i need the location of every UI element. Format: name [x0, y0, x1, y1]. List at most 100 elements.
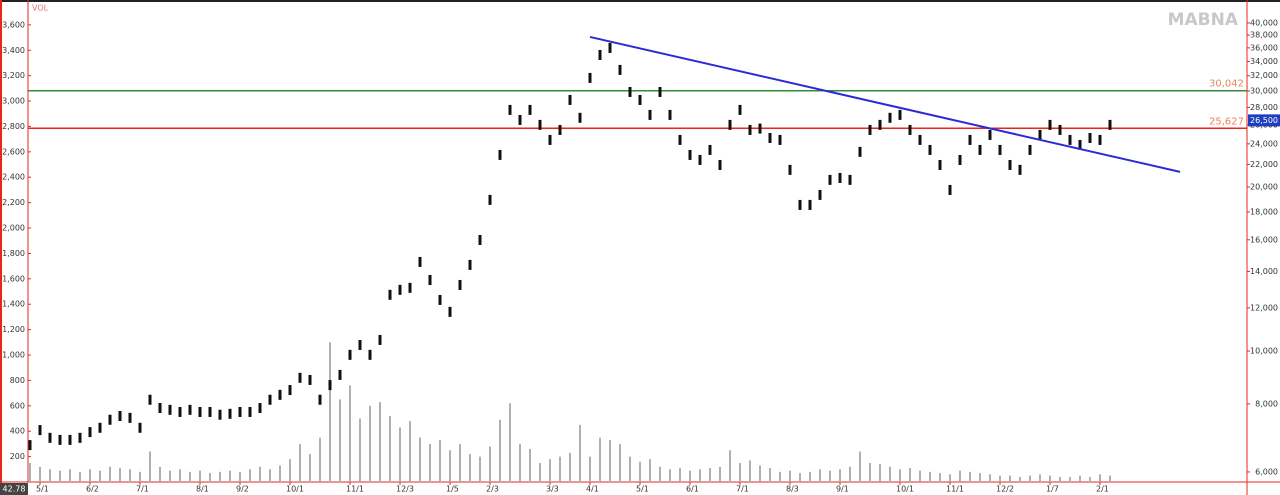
volume-bar	[999, 475, 1001, 482]
volume-bar	[189, 471, 191, 482]
x-tick-label: 5/1	[36, 485, 49, 494]
volume-bar	[959, 470, 961, 482]
volume-bar	[1089, 476, 1091, 482]
y2-tick-label: 30,000	[1250, 87, 1278, 96]
price-bar	[468, 259, 472, 270]
y-tick-label: 2,000	[2, 224, 25, 233]
price-bar	[218, 409, 222, 420]
y-tick-label: 400	[10, 427, 25, 436]
price-bar	[968, 134, 972, 145]
x-tick-label: 8/3	[786, 485, 799, 494]
volume-bar	[319, 437, 321, 482]
volume-bar	[469, 454, 471, 482]
price-bar	[448, 306, 452, 317]
volume-bar	[159, 466, 161, 482]
price-bar	[528, 104, 532, 115]
y-tick-label: 2,400	[2, 173, 25, 182]
volume-bar	[679, 468, 681, 482]
volume-bar	[889, 466, 891, 482]
volume-bar	[559, 456, 561, 482]
price-bar	[98, 422, 102, 433]
volume-bar	[179, 469, 181, 482]
last-price-label: 26,500	[1250, 116, 1278, 125]
y2-tick-label: 32,000	[1250, 71, 1278, 80]
volume-bar	[79, 471, 81, 482]
volume-bar	[1079, 475, 1081, 482]
price-bar	[588, 72, 592, 83]
price-bar	[198, 406, 202, 417]
volume-bar	[499, 419, 501, 482]
price-bar	[548, 134, 552, 145]
level-label: 25,627	[1209, 116, 1244, 127]
x-tick-label: 9/2	[236, 485, 249, 494]
price-bar	[788, 164, 792, 175]
price-bar	[268, 394, 272, 405]
price-bar	[1008, 159, 1012, 170]
volume-bar	[759, 465, 761, 482]
price-bar	[108, 414, 112, 425]
price-bar	[628, 86, 632, 97]
x-tick-label: 2/3	[486, 485, 499, 494]
x-tick-label: 10/1	[896, 485, 914, 494]
x-tick-label: 3/3	[546, 485, 559, 494]
price-bar	[688, 149, 692, 160]
volume-bar	[329, 342, 331, 482]
price-bar	[458, 279, 462, 290]
volume-bar	[979, 473, 981, 482]
price-bar	[728, 119, 732, 130]
price-bar	[348, 349, 352, 360]
volume-bar	[869, 462, 871, 482]
volume-bar	[409, 421, 411, 482]
y2-tick-label: 10,000	[1250, 347, 1278, 356]
volume-bar	[549, 459, 551, 482]
price-bar	[118, 410, 122, 421]
price-bar	[328, 380, 332, 391]
price-bar	[1058, 124, 1062, 135]
volume-bar	[49, 469, 51, 482]
volume-bar	[709, 468, 711, 482]
level-label: 30,042	[1209, 79, 1244, 90]
volume-bar	[519, 443, 521, 482]
volume-bar	[259, 466, 261, 482]
x-tick-label: 10/1	[286, 485, 304, 494]
y-tick-label: 2,600	[2, 147, 25, 156]
volume-bar	[719, 466, 721, 482]
price-bar	[418, 256, 422, 267]
volume-bar	[529, 448, 531, 482]
price-bar	[128, 412, 132, 423]
volume-bar	[299, 443, 301, 482]
price-bar	[1048, 119, 1052, 130]
y2-tick-label: 8,000	[1255, 399, 1278, 408]
price-bar	[438, 294, 442, 305]
price-bar	[38, 425, 42, 436]
volume-bar	[1009, 475, 1011, 482]
x-tick-label: 4/1	[586, 485, 599, 494]
volume-bar	[779, 471, 781, 482]
price-bar	[1068, 134, 1072, 145]
price-bar	[228, 408, 232, 419]
price-bar	[408, 282, 412, 293]
price-bar	[738, 104, 742, 115]
price-bar	[798, 199, 802, 210]
price-bar	[1078, 139, 1082, 150]
volume-bar	[919, 470, 921, 482]
volume-bar	[249, 469, 251, 482]
volume-bar	[589, 456, 591, 482]
x-tick-label: 1/7	[1046, 485, 1059, 494]
price-bar	[1088, 132, 1092, 143]
price-bar	[48, 432, 52, 443]
volume-bar	[109, 466, 111, 482]
price-bar	[358, 339, 362, 350]
volume-bar	[739, 462, 741, 482]
volume-bar	[349, 385, 351, 482]
x-tick-label: 2/1	[1096, 485, 1109, 494]
x-tick-label: 5/1	[636, 485, 649, 494]
volume-bar	[429, 443, 431, 482]
volume-bar	[1019, 476, 1021, 482]
price-bar	[938, 159, 942, 170]
volume-bar	[829, 470, 831, 482]
volume-bar	[849, 466, 851, 482]
volume-bar	[379, 402, 381, 482]
volume-bar	[1059, 476, 1061, 482]
